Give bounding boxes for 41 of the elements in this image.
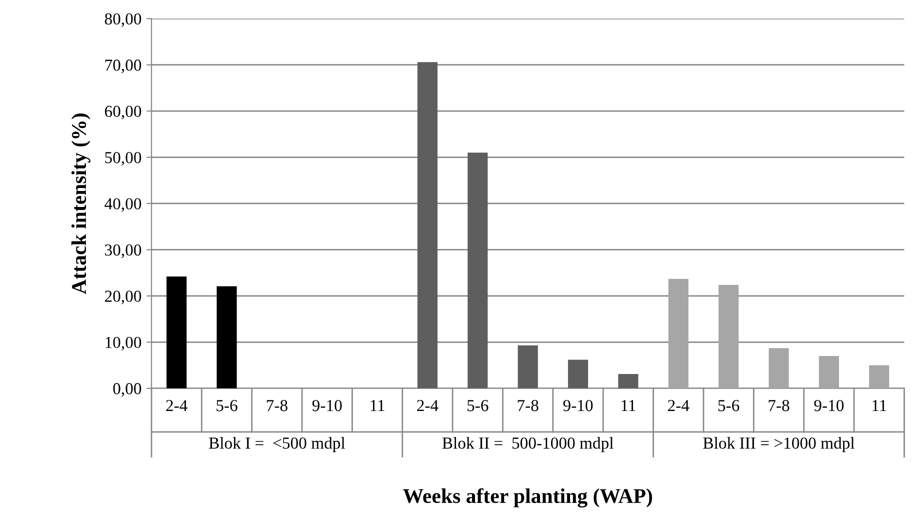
x-tick-label: 9-10 xyxy=(312,400,342,412)
bar xyxy=(166,276,187,388)
x-tick-label: 11 xyxy=(872,400,886,412)
y-axis-title: Attack intensity (%) xyxy=(71,114,90,294)
x-tick-label: 2-4 xyxy=(668,400,690,412)
y-tick-label: 20,00 xyxy=(104,290,142,304)
x-tick-label: 7-8 xyxy=(518,400,538,412)
bar xyxy=(818,356,839,388)
y-tick-label: 60,00 xyxy=(104,106,142,120)
bar xyxy=(618,374,638,388)
y-tick-label: 10,00 xyxy=(106,336,142,350)
bar xyxy=(568,360,588,388)
y-tick-label: 40,00 xyxy=(104,198,142,212)
text: Blok III = >1000 mdpl xyxy=(703,437,854,452)
y-tick-label: 50,00 xyxy=(105,152,142,166)
x-tick-label: 11 xyxy=(622,400,636,412)
y-tick-label: 80,00 xyxy=(104,13,142,27)
x-tick-label: 5-6 xyxy=(216,400,238,412)
bar xyxy=(216,286,237,388)
text: Blok I = <500 mdpl xyxy=(208,437,346,452)
x-tick-label: 7-8 xyxy=(768,400,790,412)
x-tick-label: 5-6 xyxy=(718,400,740,412)
bar xyxy=(768,348,789,388)
x-axis-title: Weeks after planting (WAP) xyxy=(403,488,652,508)
x-tick-label: 9-10 xyxy=(563,400,593,412)
x-tick-label: 7-8 xyxy=(266,400,288,412)
y-tick-label: 30,00 xyxy=(105,244,142,258)
x-tick-label: 2-4 xyxy=(417,400,438,412)
x-tick-label: 2-4 xyxy=(166,400,188,412)
x-tick-label: 11 xyxy=(370,400,384,412)
y-tick-label: 70,00 xyxy=(105,60,142,74)
bar xyxy=(718,284,739,388)
bar xyxy=(468,152,488,388)
bar xyxy=(518,345,538,388)
x-tick-label: 9-10 xyxy=(814,400,844,412)
text: Blok II = 500-1000 mdpl xyxy=(442,437,614,452)
bar xyxy=(869,365,890,388)
x-tick-label: 5-6 xyxy=(468,400,488,412)
bar xyxy=(668,278,688,388)
bar xyxy=(417,62,438,388)
y-tick-label: 0,00 xyxy=(113,383,142,397)
